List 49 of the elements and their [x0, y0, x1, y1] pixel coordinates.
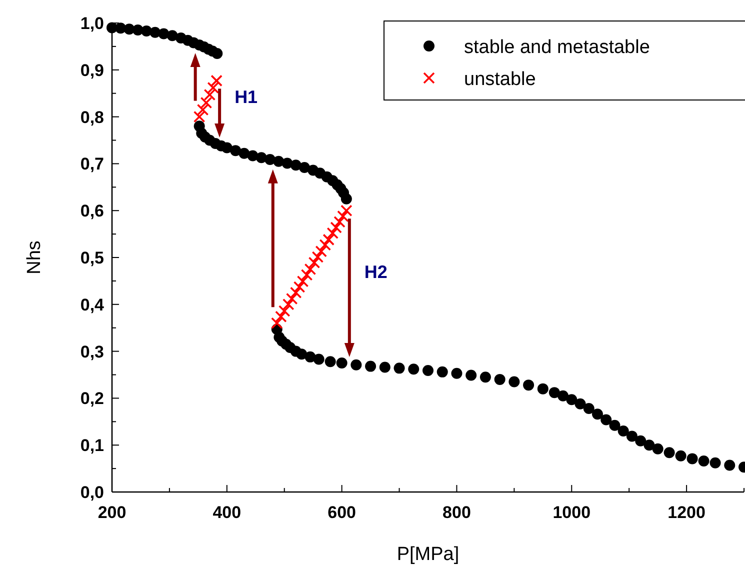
y-tick-label: 1,0	[80, 14, 104, 33]
y-axis-title: Nhs	[24, 240, 45, 274]
point	[337, 210, 349, 222]
annotation: H1	[234, 87, 258, 108]
point	[304, 263, 316, 276]
y-tick-label: 0,4	[80, 295, 105, 314]
legend-label: stable and metastable	[464, 37, 650, 58]
x-tick-label: 800	[442, 503, 471, 522]
legend-label: unstable	[464, 69, 536, 90]
point	[319, 238, 332, 251]
point	[275, 310, 287, 322]
point	[330, 222, 342, 234]
x-tick-label: 600	[328, 503, 356, 522]
y-tick-label: 0,2	[80, 389, 104, 408]
point	[334, 216, 346, 228]
y-tick-label: 0,6	[80, 202, 104, 221]
point	[308, 256, 320, 269]
point	[296, 276, 309, 288]
x-tick-label: 1000	[552, 503, 591, 522]
point	[312, 251, 324, 263]
y-tick-label: 0,8	[80, 108, 104, 127]
y-tick-label: 0,1	[80, 436, 104, 456]
y-tick-label: 0,3	[80, 342, 104, 362]
x-tick-label: 400	[212, 503, 242, 522]
annotation: H2	[364, 262, 388, 282]
point	[207, 82, 220, 94]
point	[270, 317, 283, 330]
y-tick-label: 0,9	[80, 60, 104, 80]
point	[196, 104, 209, 116]
point	[286, 292, 298, 305]
point	[282, 298, 294, 310]
x-axis-title: P[MPa]	[396, 544, 460, 565]
point	[290, 286, 302, 299]
point	[322, 234, 335, 246]
y-tick-label: 0,0	[80, 483, 104, 502]
point	[200, 96, 212, 109]
point	[204, 88, 216, 101]
point	[300, 268, 313, 281]
point	[210, 74, 222, 87]
point	[278, 305, 290, 317]
x-tick-label: 200	[98, 503, 126, 522]
point	[326, 227, 339, 240]
y-tick-label: 0,5	[80, 248, 104, 268]
point	[193, 110, 206, 123]
y-tick-label: 0,7	[80, 154, 104, 174]
point	[315, 246, 328, 258]
x-tick-label: 1200	[668, 503, 706, 522]
point	[340, 204, 352, 216]
point	[293, 281, 306, 293]
